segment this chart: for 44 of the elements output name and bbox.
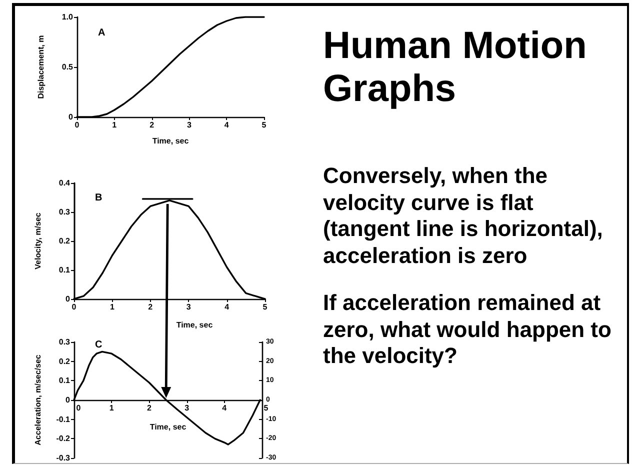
x-tick-label: 0	[76, 404, 82, 412]
x-tick-label: 4	[224, 302, 230, 312]
text: Conversely, when the velocity curve is flat (tangent line is horizontal), acceleration is zero	[323, 163, 604, 270]
x-tick-label: 2	[148, 302, 154, 312]
x-tick-label: 5	[262, 120, 267, 130]
y-tick-label: 0.3	[58, 338, 71, 346]
y-tick-label: 1.0	[62, 12, 74, 22]
x-tick-label: 5	[264, 404, 269, 412]
y-tick-label: 0	[66, 396, 71, 404]
x-axis-title: Time, sec	[176, 320, 214, 330]
y-tick-label: -0.3	[56, 454, 71, 462]
text: A	[98, 28, 106, 38]
y-tick-label: 0.3	[58, 208, 71, 216]
y-tick-label: 0.2	[58, 236, 71, 246]
text: B	[95, 192, 102, 204]
y-tick-label: 0	[66, 294, 71, 304]
x-tick-label: 1	[110, 302, 115, 312]
x-tick-label: 4	[224, 120, 230, 130]
x-tick-label: 3	[186, 302, 192, 312]
y-axis-title: Acceleration, m/sec/sec	[34, 354, 42, 446]
y-tick-label: 0.4	[58, 178, 71, 188]
x-tick-label: 0	[74, 120, 80, 130]
x-tick-label: 3	[184, 404, 190, 412]
y-tick-label: 0	[68, 112, 74, 122]
y-tick-label: 0.5	[62, 62, 74, 72]
y-tick-label: 0.1	[58, 266, 71, 274]
x-tick-label: 2	[150, 120, 155, 130]
y-axis-title: Velocity, m/sec	[34, 212, 42, 270]
y-axis-title: Displacement, m	[36, 35, 46, 99]
y-tick-label: 0.1	[58, 376, 71, 386]
x-tick-label: 5	[262, 302, 268, 312]
x-axis-title: Time, sec	[150, 422, 187, 432]
x-axis-title: Time, sec	[152, 136, 190, 146]
text: If acceleration remained at zero, what would happen to the velocity?	[323, 290, 612, 370]
chart-title: C	[95, 340, 102, 350]
x-tick-label: 3	[186, 120, 192, 130]
text: Human Motion Graphs	[323, 25, 588, 111]
x-tick-label: 1	[109, 404, 114, 412]
x-tick-label: 1	[112, 120, 118, 130]
x-tick-label: 4	[222, 404, 228, 412]
x-tick-label: 2	[146, 404, 152, 412]
y-tick-label: -0.1	[56, 414, 71, 424]
y-tick-label: 0.2	[58, 356, 71, 366]
y-tick-label: -0.2	[56, 434, 71, 444]
